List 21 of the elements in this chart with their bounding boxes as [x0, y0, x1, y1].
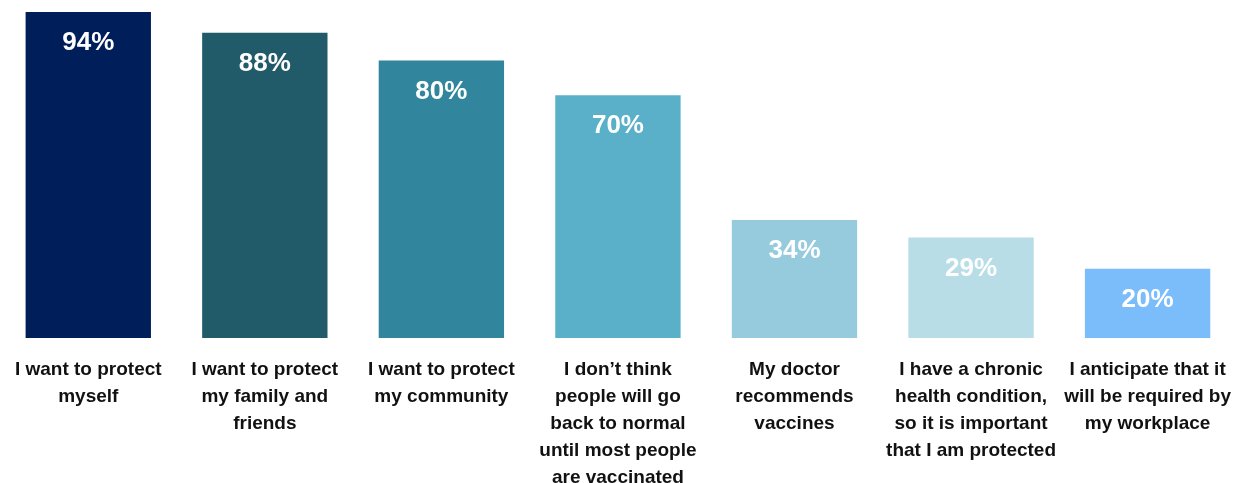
x-tick-label: I want to protect my family and friends [191, 357, 339, 433]
x-tick-label: I want to protect my community [368, 357, 516, 406]
bar [202, 32, 328, 338]
bar [555, 95, 681, 338]
data-label: 29% [945, 251, 998, 282]
bar [731, 220, 858, 338]
bar [1084, 268, 1211, 338]
data-label: 70% [591, 109, 644, 140]
x-tick-label: I don’t think people will go back to normal until most people are vaccinated [539, 357, 697, 483]
x-tick-label: My doctor recommends vaccines [735, 357, 854, 433]
data-label: 20% [1121, 282, 1174, 313]
bar [908, 237, 1034, 338]
data-label: 94% [62, 26, 115, 57]
x-tick-label: I anticipate that it will be required by my workplace [1063, 357, 1232, 433]
data-label: 80% [415, 74, 468, 105]
data-label: 88% [238, 46, 291, 77]
x-tick-label: I have a chronic health condition, so it is important that I am protected [886, 357, 1057, 460]
bar [25, 12, 151, 338]
x-tick-label: I want to protect myself [14, 357, 163, 406]
bar [378, 60, 505, 338]
data-label: 34% [768, 234, 821, 265]
